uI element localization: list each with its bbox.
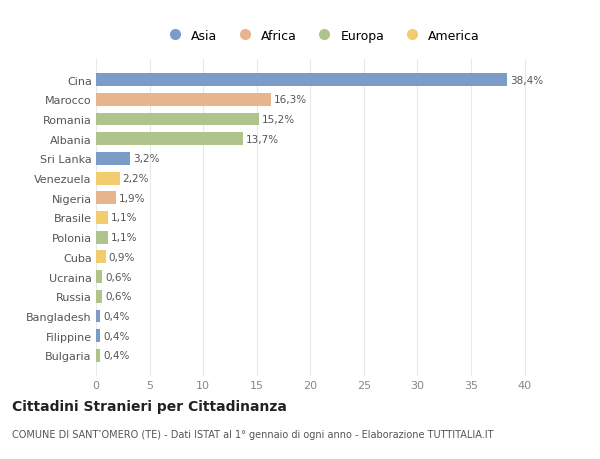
Bar	[96, 192, 116, 205]
Text: 0,4%: 0,4%	[103, 331, 130, 341]
Text: 1,1%: 1,1%	[110, 233, 137, 243]
Text: 38,4%: 38,4%	[510, 75, 543, 85]
Bar	[96, 172, 119, 185]
Text: 2,2%: 2,2%	[122, 174, 149, 184]
Text: 0,6%: 0,6%	[105, 291, 131, 302]
Bar	[96, 94, 271, 106]
Text: 15,2%: 15,2%	[262, 115, 295, 125]
Text: COMUNE DI SANT’OMERO (TE) - Dati ISTAT al 1° gennaio di ogni anno - Elaborazione: COMUNE DI SANT’OMERO (TE) - Dati ISTAT a…	[12, 429, 493, 439]
Text: 1,9%: 1,9%	[119, 193, 146, 203]
Bar	[96, 349, 100, 362]
Legend: Asia, Africa, Europa, America: Asia, Africa, Europa, America	[157, 25, 485, 48]
Bar	[96, 271, 103, 283]
Bar	[96, 330, 100, 342]
Text: 1,1%: 1,1%	[110, 213, 137, 223]
Text: 0,4%: 0,4%	[103, 351, 130, 361]
Text: 0,4%: 0,4%	[103, 311, 130, 321]
Text: 0,6%: 0,6%	[105, 272, 131, 282]
Bar	[96, 113, 259, 126]
Text: 3,2%: 3,2%	[133, 154, 160, 164]
Text: Cittadini Stranieri per Cittadinanza: Cittadini Stranieri per Cittadinanza	[12, 399, 287, 413]
Bar	[96, 74, 508, 87]
Bar	[96, 290, 103, 303]
Text: 0,9%: 0,9%	[109, 252, 134, 263]
Bar	[96, 133, 243, 146]
Bar	[96, 153, 130, 165]
Bar	[96, 251, 106, 264]
Bar	[96, 212, 108, 224]
Text: 16,3%: 16,3%	[274, 95, 307, 105]
Bar	[96, 231, 108, 244]
Bar	[96, 310, 100, 323]
Text: 13,7%: 13,7%	[245, 134, 278, 145]
